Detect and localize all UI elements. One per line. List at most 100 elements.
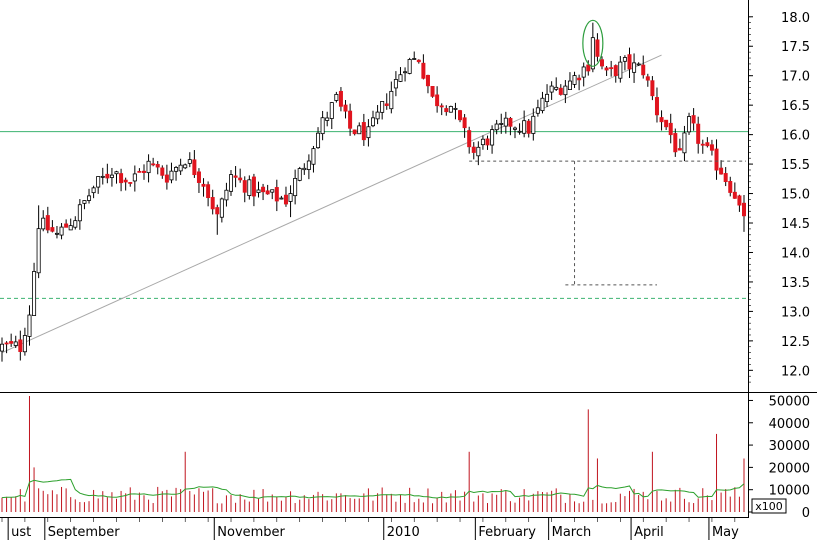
candle — [654, 87, 659, 123]
candle — [416, 59, 421, 64]
candle — [467, 126, 472, 154]
candle — [357, 122, 362, 135]
candle — [348, 103, 353, 136]
candle — [352, 129, 357, 136]
candle — [279, 195, 284, 200]
candle — [155, 161, 160, 175]
month-label: April — [634, 525, 664, 540]
candle — [73, 216, 78, 230]
candle — [476, 141, 481, 166]
month-label: March — [552, 525, 592, 540]
candlestick-series — [0, 22, 747, 362]
candle — [238, 168, 243, 183]
price-y-ticks: 12.0 12.5 13.0 13.5 14.0 14.5 15.0 15.5 16.0 16.5… — [748, 11, 810, 383]
candle — [219, 197, 224, 223]
candle — [183, 163, 188, 170]
candle — [105, 163, 110, 184]
candle — [668, 113, 673, 144]
candle — [645, 73, 650, 87]
volume-tick-label: 10000 — [769, 484, 810, 499]
candle — [27, 305, 32, 346]
candle — [77, 199, 82, 230]
candle — [146, 154, 151, 183]
price-tick-label: 13.5 — [781, 276, 810, 291]
candle — [522, 110, 527, 138]
candle — [577, 74, 582, 91]
volume-moving-average — [1, 478, 745, 499]
candle — [128, 182, 133, 187]
volume-panel — [1, 396, 745, 512]
candle — [375, 105, 380, 125]
volume-y-ticks: 0 10000 20000 30000 40000 50000 x100 — [748, 394, 810, 521]
candle — [265, 184, 270, 195]
candle — [41, 210, 46, 232]
candle — [558, 84, 563, 96]
candle — [13, 335, 18, 348]
candle — [471, 142, 476, 160]
candle — [132, 165, 137, 192]
candle — [247, 175, 252, 200]
candle — [288, 185, 293, 218]
candle — [659, 110, 664, 131]
candle — [302, 163, 307, 175]
candle — [297, 166, 302, 182]
candle — [696, 116, 701, 154]
candle — [737, 194, 742, 212]
candle — [604, 65, 609, 77]
candle — [549, 81, 554, 100]
candle — [293, 169, 298, 205]
candle — [18, 330, 23, 361]
month-label: September — [48, 525, 121, 540]
price-tick-label: 13.0 — [781, 305, 810, 320]
candle — [444, 105, 449, 116]
volume-tick-label: 50000 — [769, 394, 810, 409]
candle — [421, 54, 426, 80]
candle — [187, 152, 192, 168]
candle — [343, 100, 348, 119]
candle — [4, 341, 9, 354]
candle — [389, 81, 394, 114]
candle — [545, 84, 550, 107]
candle — [68, 218, 73, 231]
price-panel — [0, 19, 748, 362]
candle — [600, 56, 605, 70]
candle — [512, 126, 517, 139]
candle — [581, 62, 586, 87]
candle — [274, 179, 279, 212]
candle — [728, 176, 733, 197]
candle — [586, 60, 591, 76]
volume-unit-box — [751, 498, 787, 514]
candle — [114, 170, 119, 184]
price-tick-label: 17.5 — [781, 40, 810, 55]
price-tick-label: 18.0 — [781, 11, 810, 26]
candle — [36, 205, 41, 279]
candle — [503, 111, 508, 134]
month-label: November — [217, 525, 285, 540]
candle — [499, 113, 504, 134]
candle — [45, 206, 50, 234]
candle — [650, 76, 655, 101]
candle — [687, 112, 692, 135]
candle — [567, 72, 572, 90]
candle — [590, 22, 595, 73]
price-tick-label: 14.0 — [781, 246, 810, 261]
candle — [393, 71, 398, 97]
candle — [361, 113, 366, 146]
price-tick-label: 16.0 — [781, 129, 810, 144]
candle — [164, 164, 169, 190]
volume-unit-label: x100 — [755, 500, 783, 513]
candle — [174, 165, 179, 181]
candle — [91, 185, 96, 199]
candle — [242, 176, 247, 203]
candle — [338, 87, 343, 112]
candle — [613, 64, 618, 83]
price-tick-label: 17.0 — [781, 70, 810, 85]
candle — [151, 157, 156, 167]
price-tick-label: 15.0 — [781, 188, 810, 203]
candle — [178, 158, 183, 176]
candle — [677, 138, 682, 151]
candle — [741, 194, 747, 232]
candle — [719, 160, 724, 175]
